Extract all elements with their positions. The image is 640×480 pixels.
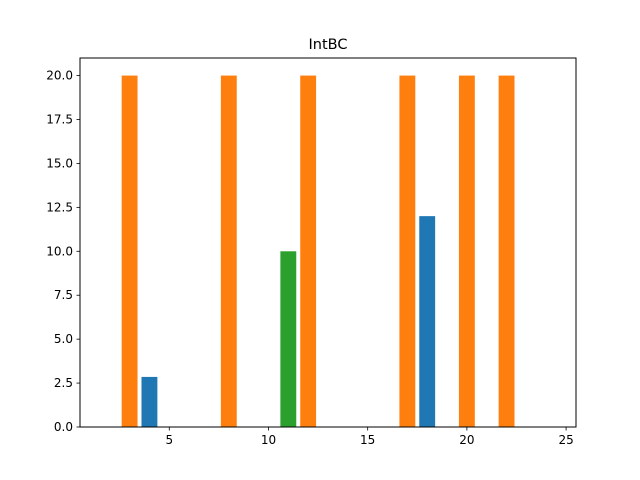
y-tick-label: 15.0 — [46, 156, 73, 170]
y-axis-ticks: 0.0 2.5 5.0 7.5 10.0 12.5 15.0 17.5 20.0 — [46, 69, 80, 434]
y-tick-label: 12.5 — [46, 200, 73, 214]
bar-5 — [399, 75, 416, 428]
y-tick-label: 2.5 — [54, 376, 73, 390]
plot-frame — [79, 57, 577, 428]
y-tick-label: 7.5 — [54, 288, 73, 302]
x-tick-label: 25 — [558, 433, 573, 447]
bar-1 — [141, 376, 158, 427]
bar-6 — [419, 216, 436, 427]
bar-7 — [458, 75, 475, 428]
y-tick-label: 5.0 — [54, 332, 73, 346]
chart-title: IntBC — [309, 37, 348, 53]
bars-group — [121, 75, 515, 428]
y-tick-label: 10.0 — [46, 244, 73, 258]
bar-4 — [300, 75, 317, 428]
y-tick-label: 0.0 — [54, 420, 73, 434]
bar-8 — [498, 75, 515, 428]
x-axis-ticks: 5 10 15 20 25 — [165, 427, 574, 447]
x-tick-label: 5 — [165, 433, 173, 447]
x-tick-label: 15 — [360, 433, 375, 447]
bar-3 — [280, 251, 297, 427]
bar-2 — [220, 75, 237, 428]
x-tick-label: 20 — [459, 433, 474, 447]
y-tick-label: 20.0 — [46, 69, 73, 83]
bar-0 — [121, 75, 138, 428]
y-tick-label: 17.5 — [46, 113, 73, 127]
x-tick-label: 10 — [261, 433, 276, 447]
